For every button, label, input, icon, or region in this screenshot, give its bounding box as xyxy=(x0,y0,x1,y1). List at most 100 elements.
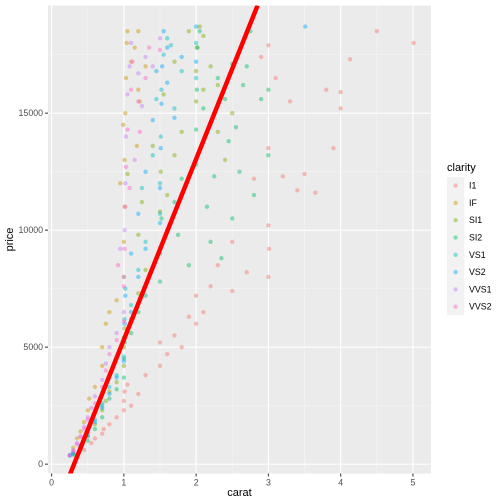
legend-label: IF xyxy=(469,198,477,208)
data-point xyxy=(136,267,141,273)
data-point xyxy=(128,330,134,336)
data-point xyxy=(74,442,80,447)
data-point xyxy=(74,440,80,446)
data-point xyxy=(78,429,83,434)
data-point xyxy=(201,309,206,315)
data-point xyxy=(85,417,90,422)
data-point xyxy=(157,220,163,226)
data-point xyxy=(81,447,87,453)
data-point xyxy=(215,263,221,268)
data-point xyxy=(78,435,83,440)
legend-key-background xyxy=(447,228,465,247)
data-point xyxy=(89,405,94,411)
data-point xyxy=(338,89,343,95)
data-point xyxy=(219,256,224,261)
data-point xyxy=(114,298,119,303)
data-point xyxy=(175,232,181,238)
data-point xyxy=(118,181,123,186)
data-point xyxy=(195,45,200,50)
plot-panel xyxy=(48,5,431,474)
data-point xyxy=(280,174,286,179)
data-point xyxy=(143,246,148,252)
data-point xyxy=(165,36,170,41)
data-point xyxy=(130,59,135,64)
data-point xyxy=(85,408,90,413)
data-point xyxy=(313,190,318,195)
legend-title: clarity xyxy=(447,162,476,174)
data-point xyxy=(161,92,166,97)
data-point xyxy=(165,351,170,357)
y-tick-label: 15000 xyxy=(19,108,44,118)
data-point xyxy=(411,40,416,46)
data-point xyxy=(194,45,200,50)
data-point xyxy=(74,436,80,441)
legend-key-background xyxy=(447,263,465,281)
data-point xyxy=(159,64,165,69)
data-point xyxy=(125,29,130,34)
data-point xyxy=(121,354,127,359)
data-point xyxy=(123,181,128,186)
data-point xyxy=(157,185,163,191)
data-point xyxy=(92,436,98,441)
data-point xyxy=(179,54,184,60)
data-point xyxy=(179,129,184,135)
data-point xyxy=(139,103,145,109)
data-point xyxy=(159,101,164,106)
data-point xyxy=(92,422,98,427)
data-point xyxy=(107,384,112,390)
data-point xyxy=(107,391,112,397)
data-point xyxy=(121,239,127,245)
data-point xyxy=(123,134,129,139)
data-point xyxy=(158,169,163,174)
data-point xyxy=(128,302,134,308)
data-point xyxy=(86,396,92,401)
data-point xyxy=(154,68,159,74)
data-point xyxy=(157,363,163,369)
data-point xyxy=(78,433,83,439)
data-point xyxy=(201,33,206,39)
data-point xyxy=(172,106,177,111)
data-point xyxy=(123,204,128,209)
data-point xyxy=(347,57,353,62)
data-point xyxy=(143,267,148,273)
data-point xyxy=(85,438,90,443)
data-point xyxy=(103,368,109,373)
data-point xyxy=(212,174,217,179)
data-point xyxy=(193,40,199,46)
data-point xyxy=(222,96,228,102)
data-point xyxy=(146,45,152,50)
data-point xyxy=(128,40,134,46)
x-tick-label: 5 xyxy=(410,478,415,488)
data-point xyxy=(197,24,202,29)
data-point xyxy=(107,389,112,394)
data-point xyxy=(121,375,127,380)
data-point xyxy=(114,337,119,343)
data-point xyxy=(208,64,213,69)
data-point xyxy=(127,64,132,69)
data-point xyxy=(143,373,148,378)
data-point xyxy=(193,24,199,29)
data-point xyxy=(122,204,127,209)
data-point xyxy=(125,171,130,177)
data-point xyxy=(266,43,271,48)
data-point xyxy=(165,80,170,85)
data-point xyxy=(123,164,129,170)
data-point xyxy=(150,143,155,149)
regression-line xyxy=(67,5,260,474)
data-point xyxy=(107,351,112,357)
data-point xyxy=(338,106,343,111)
data-point xyxy=(302,171,307,177)
legend-label: VVS2 xyxy=(469,302,492,312)
data-point xyxy=(123,286,128,291)
data-point xyxy=(186,314,192,319)
data-point xyxy=(121,274,127,280)
data-point xyxy=(258,96,264,102)
data-point xyxy=(157,47,163,53)
data-point xyxy=(161,52,166,57)
data-point xyxy=(71,451,76,456)
data-point xyxy=(103,398,109,404)
data-point xyxy=(114,330,119,336)
data-point xyxy=(295,188,300,193)
data-point xyxy=(92,394,98,399)
major-gridlines xyxy=(48,5,431,474)
